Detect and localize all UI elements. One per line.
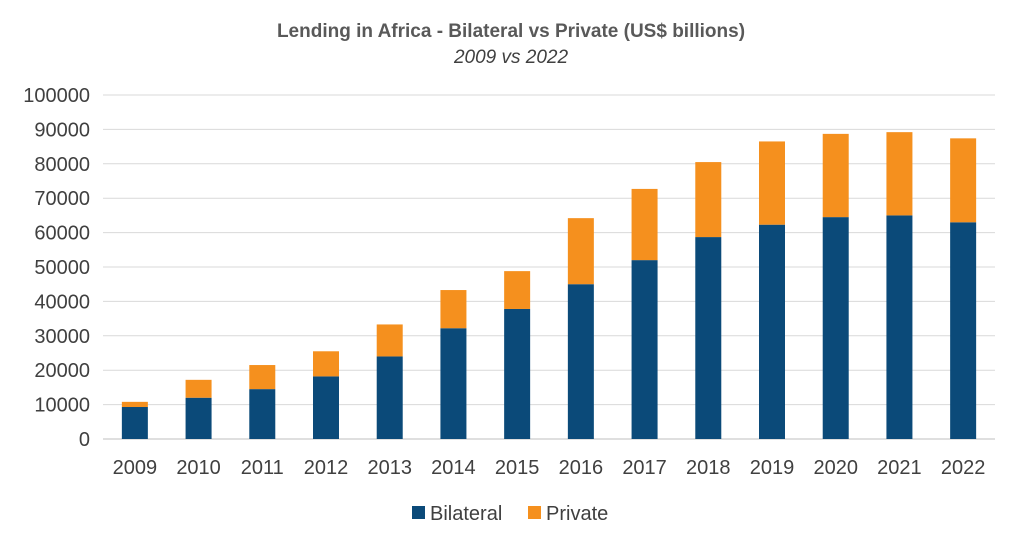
- y-tick-label: 80000: [34, 154, 90, 176]
- y-tick-label: 100000: [23, 85, 90, 107]
- legend-label-private: Private: [546, 503, 608, 525]
- x-tick-label: 2020: [813, 457, 858, 479]
- y-tick-label: 40000: [34, 291, 90, 313]
- y-tick-label: 70000: [34, 188, 90, 210]
- legend: Bilateral Private: [412, 503, 608, 525]
- bar-bilateral-2013: [376, 356, 403, 439]
- x-tick-label: 2021: [877, 457, 922, 479]
- chart-title: Lending in Africa - Bilateral vs Private…: [277, 21, 745, 42]
- bar-bilateral-2010: [185, 397, 212, 439]
- bar-private-2018: [695, 162, 722, 238]
- bar-bilateral-2012: [313, 376, 339, 439]
- x-tick-label: 2022: [941, 457, 986, 479]
- bars: [121, 132, 977, 439]
- legend-swatch-private: [528, 506, 541, 519]
- y-tick-label: 60000: [34, 223, 90, 245]
- x-tick-label: 2013: [367, 457, 412, 479]
- bar-private-2015: [504, 271, 531, 309]
- x-tick-label: 2015: [495, 457, 540, 479]
- y-tick-label: 30000: [34, 326, 90, 348]
- chart-subtitle: 2009 vs 2022: [453, 47, 569, 68]
- x-tick-label: 2011: [241, 457, 284, 479]
- x-tick-label: 2009: [113, 457, 158, 479]
- y-tick-label: 10000: [34, 395, 90, 417]
- x-tick-label: 2012: [304, 457, 349, 479]
- bar-bilateral-2017: [631, 260, 658, 439]
- bar-private-2011: [249, 365, 276, 390]
- legend-swatch-bilateral: [412, 506, 425, 519]
- bar-private-2010: [185, 379, 212, 398]
- bar-bilateral-2014: [440, 328, 467, 439]
- x-tick-label: 2019: [750, 457, 795, 479]
- bar-private-2020: [822, 133, 849, 218]
- y-tick-label: 20000: [34, 360, 90, 382]
- bar-private-2016: [567, 218, 594, 285]
- bar-bilateral-2021: [886, 215, 913, 439]
- bar-bilateral-2016: [567, 284, 594, 439]
- y-tick-label: 0: [79, 429, 90, 451]
- y-axis-ticks: 0 10000 20000 30000 40000 50000 60000 70000 8000…: [23, 85, 90, 451]
- bar-private-2019: [759, 141, 785, 225]
- x-tick-label: 2014: [431, 457, 476, 479]
- bar-private-2022: [950, 138, 977, 223]
- bar-private-2021: [886, 132, 913, 216]
- legend-label-bilateral: Bilateral: [430, 503, 502, 525]
- x-tick-label: 2010: [176, 457, 221, 479]
- bar-private-2014: [440, 290, 467, 329]
- bar-private-2013: [376, 324, 403, 357]
- bar-bilateral-2015: [504, 308, 531, 439]
- y-tick-label: 50000: [34, 257, 90, 279]
- gridlines: [103, 94, 995, 440]
- bar-private-2012: [313, 351, 339, 377]
- bar-bilateral-2020: [822, 217, 849, 439]
- x-tick-label: 2017: [622, 457, 667, 479]
- x-tick-label: 2018: [686, 457, 731, 479]
- bar-bilateral-2011: [249, 389, 276, 439]
- x-axis-ticks: 2009 2010 2011 2012 2013 2014 2015 2016 2017 2018…: [113, 457, 986, 479]
- y-tick-label: 90000: [34, 119, 90, 141]
- bar-bilateral-2019: [759, 224, 785, 439]
- bar-bilateral-2009: [121, 407, 148, 439]
- bar-private-2009: [121, 401, 148, 408]
- bar-bilateral-2022: [950, 222, 977, 439]
- bar-private-2017: [631, 188, 658, 261]
- bar-bilateral-2018: [695, 237, 722, 439]
- x-tick-label: 2016: [559, 457, 604, 479]
